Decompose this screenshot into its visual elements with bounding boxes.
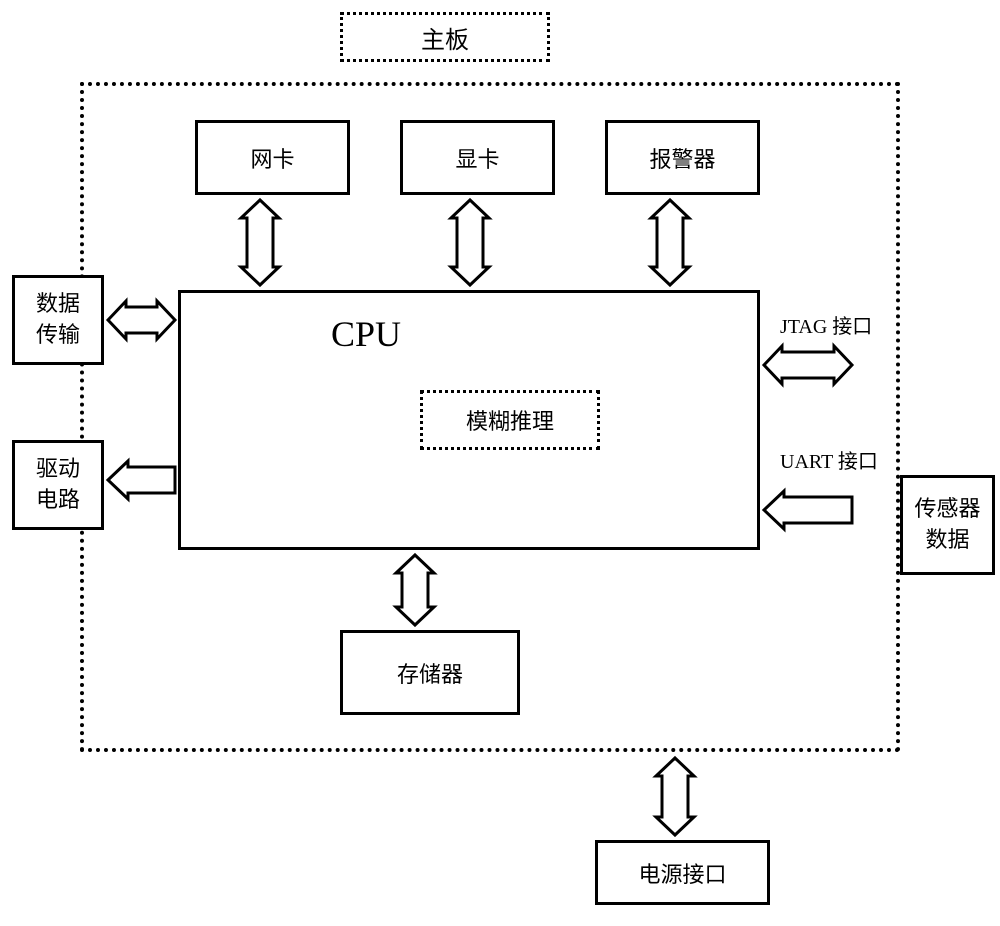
arrow-drive-cpu (108, 461, 175, 499)
arrow-storage-cpu (396, 555, 434, 625)
arrow-net-cpu (241, 200, 279, 285)
arrow-jtag-cpu (764, 346, 852, 384)
arrow-alarm-cpu (651, 200, 689, 285)
arrow-power-main (656, 758, 694, 835)
arrows-layer (0, 0, 1000, 926)
arrow-data-cpu (108, 301, 175, 339)
arrow-sensor-cpu (764, 491, 852, 529)
arrow-gfx-cpu (451, 200, 489, 285)
